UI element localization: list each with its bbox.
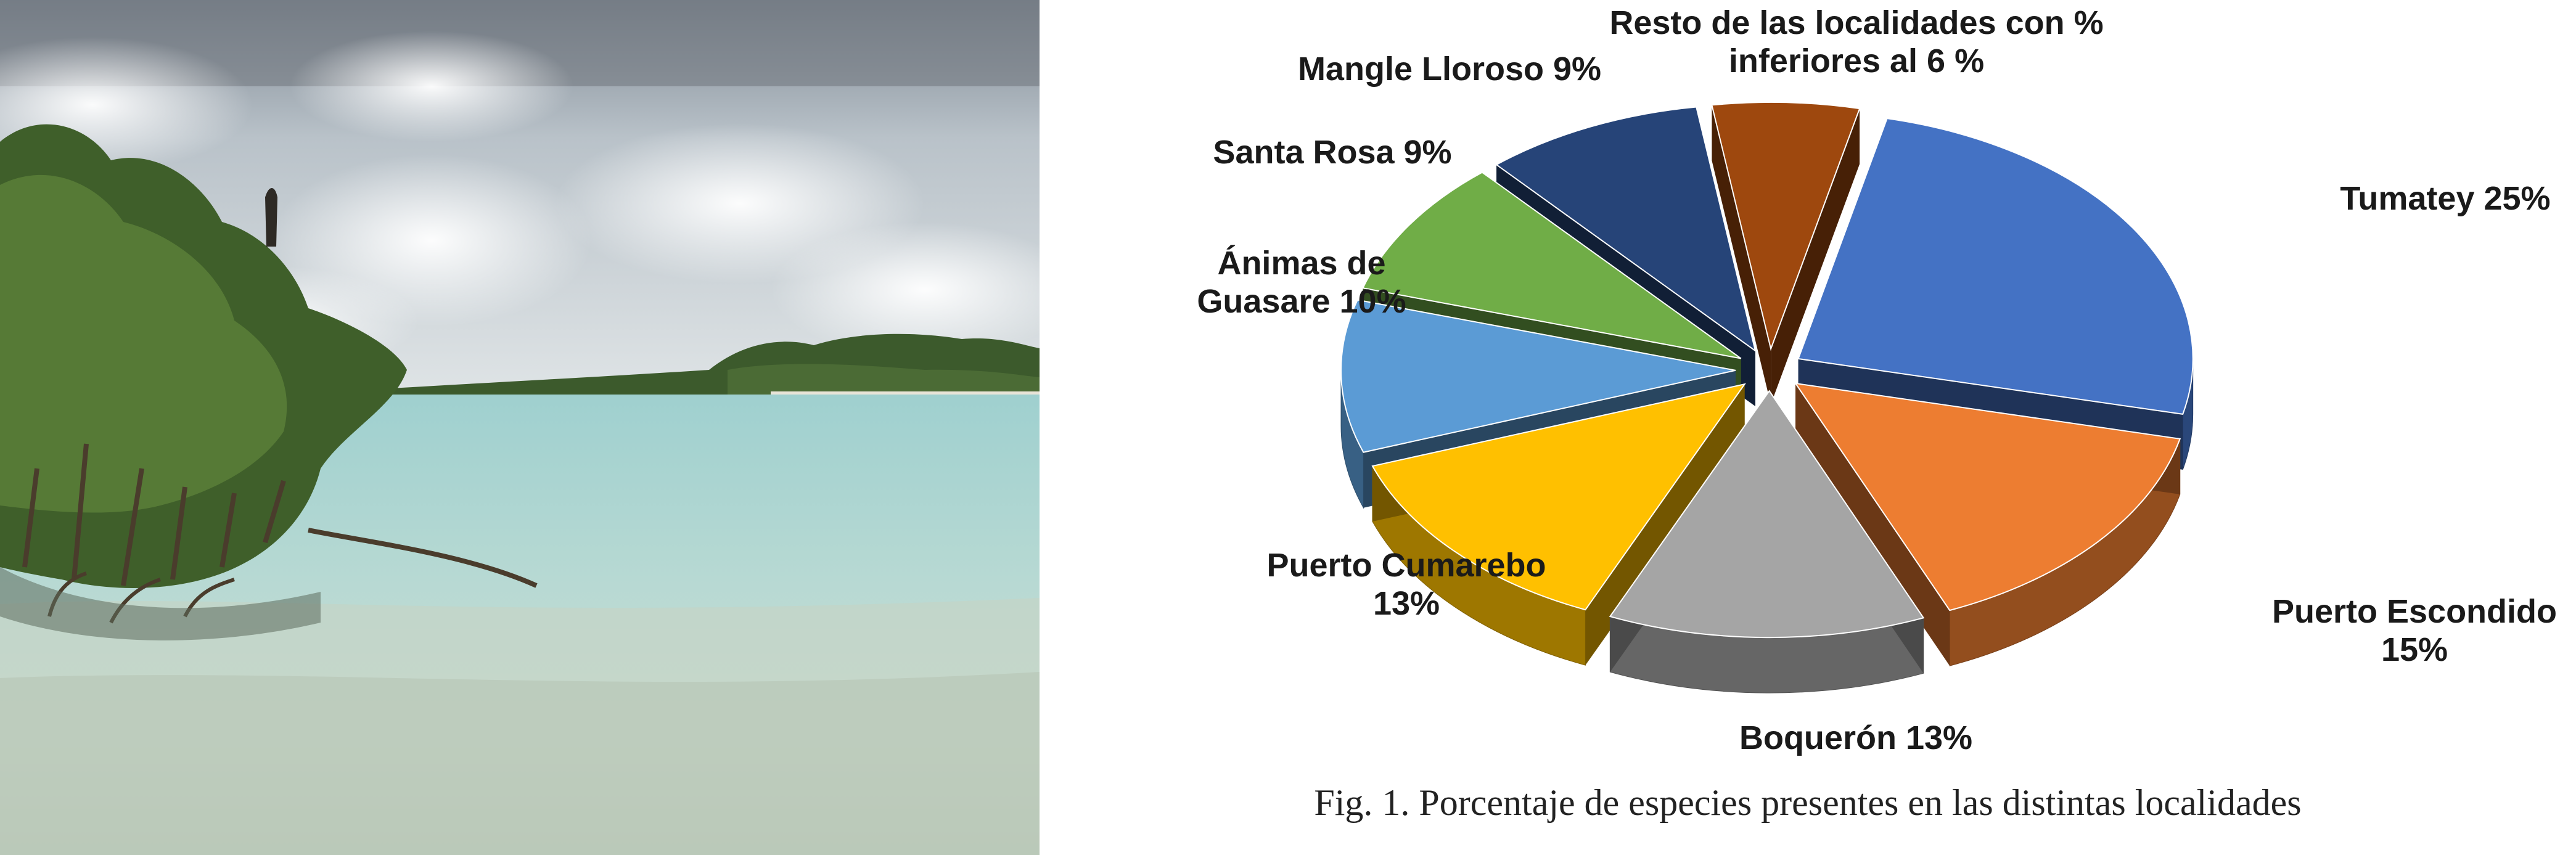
slice-label-line: Tumatey 25% xyxy=(2340,180,2550,217)
slice-label-8: Resto de las localidades con % inferiores… xyxy=(1609,4,2103,80)
pie-slice-top xyxy=(1340,299,1736,453)
pie-chart-panel: Tumatey 25% Puerto Escondido 15% Boquerón 1… xyxy=(1040,0,2576,855)
pie-labels: Tumatey 25% Puerto Escondido 15% Boquerón 1… xyxy=(1197,4,2557,756)
pie-slice-2 xyxy=(1794,382,2181,666)
slice-label-line: Puerto Escondido xyxy=(2272,593,2557,630)
pie-slice-top xyxy=(1797,118,2194,415)
pie-slice-top xyxy=(1371,383,1746,611)
slice-label-line: 15% xyxy=(2381,631,2448,668)
mangrove-shore-photo xyxy=(0,0,1040,855)
slice-label-2: Puerto Escondido 15% xyxy=(2272,593,2557,668)
slice-label-4: Puerto Cumarebo 13% xyxy=(1266,547,1546,622)
pie-slice-top xyxy=(1609,390,1925,639)
slice-label-line: Guasare 10% xyxy=(1197,283,1406,320)
slice-label-line: Mangle Lloroso 9% xyxy=(1298,51,1601,88)
slice-label-1: Tumatey 25% xyxy=(2340,180,2550,217)
slice-label-6: Santa Rosa 9% xyxy=(1213,134,1451,171)
pie-slice-top xyxy=(1794,382,2181,612)
slice-label-line: Santa Rosa 9% xyxy=(1213,134,1451,171)
pie-slice-8 xyxy=(1711,101,1861,404)
slice-label-line: inferiores al 6 % xyxy=(1729,43,1984,80)
pie-slice-top xyxy=(1711,101,1861,351)
pie-slice-cut xyxy=(1795,383,1950,666)
slice-label-line: 13% xyxy=(1373,585,1440,622)
slice-label-5: Ánimas de Guasare 10% xyxy=(1197,245,1406,320)
pie-slice-cut xyxy=(1771,108,1860,404)
slice-label-line: Ánimas de xyxy=(1217,245,1385,282)
slice-label-line: Resto de las localidades con % xyxy=(1609,4,2103,41)
mangrove-photo xyxy=(0,0,1040,855)
pie-slice-top xyxy=(1495,106,1757,353)
slice-label-line: Boquerón 13% xyxy=(1739,719,1972,756)
figure-caption: Fig. 1. Porcentaje de especies presentes… xyxy=(1314,782,2302,823)
slice-label-line: Puerto Cumarebo xyxy=(1266,547,1546,584)
slice-label-7: Mangle Lloroso 9% xyxy=(1298,51,1601,88)
pie-slice-top xyxy=(1361,171,1742,359)
slice-label-3: Boquerón 13% xyxy=(1739,719,1972,756)
pie-slice-cut xyxy=(1712,105,1771,404)
pie-slice-3 xyxy=(1609,390,1925,693)
pie-chart: Tumatey 25% Puerto Escondido 15% Boquerón 1… xyxy=(1197,4,2557,756)
